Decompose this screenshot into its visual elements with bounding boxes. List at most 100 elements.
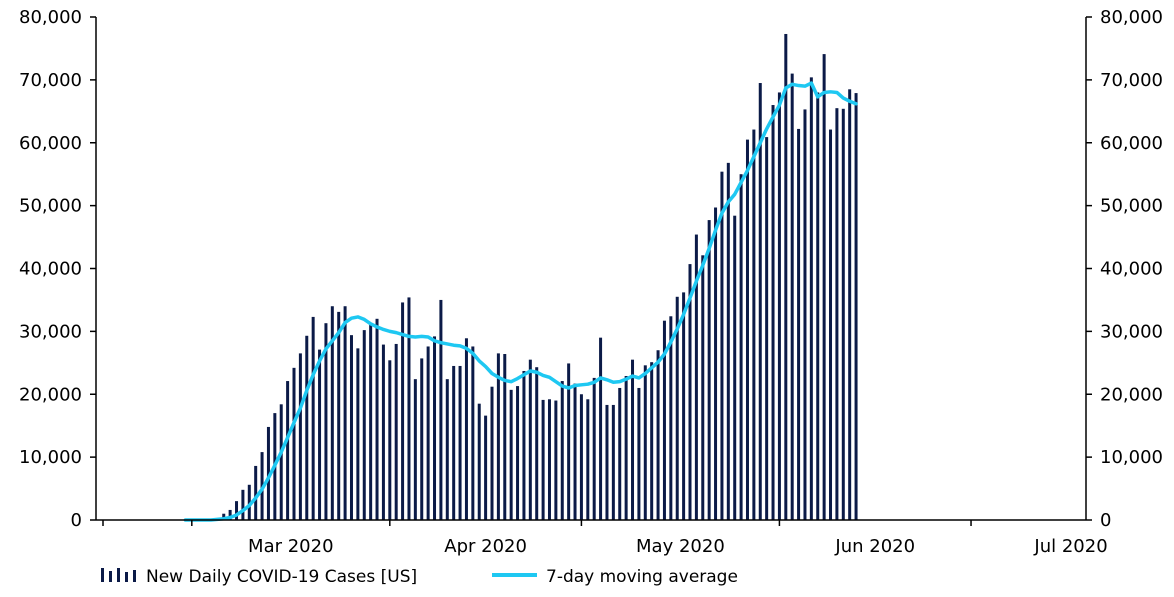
bar [579,394,583,520]
bar [733,215,737,520]
bar [682,292,686,520]
legend: New Daily COVID-19 Cases [US] 7-day movi… [101,567,738,587]
bar [228,509,232,520]
bar [854,93,858,520]
bar [790,73,794,520]
y-tick-label-left: 70,000 [19,70,82,91]
bar [496,353,500,520]
bar [362,330,366,520]
bar [688,264,692,520]
bar [599,337,603,520]
bar [222,513,226,520]
y-tick-label-left: 10,000 [19,447,82,468]
bar [541,399,545,520]
bar [624,376,628,520]
bar [330,306,334,520]
y-tick-label-left: 40,000 [19,259,82,280]
bar [298,353,302,520]
bar [381,344,385,520]
bar [618,387,622,520]
bar [420,358,424,520]
bar [535,367,539,520]
bar [369,323,373,520]
bar [554,400,558,520]
bar [714,207,718,520]
bar [452,365,456,520]
legend-bars-swatch [101,568,136,582]
bar [567,363,571,520]
bar [279,404,283,520]
bar [286,381,290,520]
y-tick-label-right: 30,000 [1100,321,1163,342]
bar [464,338,468,520]
axes: 0 0 10,000 10,000 20,000 20,000 30,000 30,000 40… [19,7,1163,557]
bar [247,484,251,520]
x-tick-label: Mar 2020 [248,536,334,557]
moving-average-series [183,81,858,522]
bar [701,255,705,521]
y-tick-label-left: 0 [71,510,82,531]
y-tick-label-right: 80,000 [1100,7,1163,28]
bar [694,234,698,521]
y-tick-label-right: 10,000 [1100,447,1163,468]
bar [477,403,481,520]
bar [809,77,813,521]
bar [656,350,660,520]
legend-bars-label: New Daily COVID-19 Cases [US] [146,567,417,587]
bar [720,171,724,521]
bar [822,54,826,520]
y-tick-label-right: 70,000 [1100,70,1163,91]
bar [349,335,353,520]
bar [631,359,635,520]
y-tick-label-right: 40,000 [1100,259,1163,280]
bar [426,346,430,520]
bar [528,359,532,520]
y-tick-label-left: 60,000 [19,133,82,154]
bar-series [222,33,858,521]
bar [509,389,513,520]
bar [439,299,443,520]
bar [841,108,845,521]
bar [254,465,258,520]
bar [490,386,494,520]
bar [292,367,296,520]
bar [784,33,788,520]
bar [816,92,820,520]
bar [586,399,590,520]
bar [311,316,315,520]
bar [445,379,449,520]
bar [235,501,239,520]
bar [797,128,801,521]
bar [547,399,551,520]
y-tick-label-left: 80,000 [19,7,82,28]
bar [726,162,730,520]
bar [777,92,781,520]
bar [356,348,360,520]
bar [662,320,666,520]
bar [324,323,328,520]
bar [560,381,564,520]
bar [605,404,609,520]
bar [637,387,641,520]
bar [388,360,392,520]
bar [758,83,762,521]
bar [343,306,347,520]
bar [848,89,852,520]
bar [503,354,507,520]
bar [739,174,743,520]
bar [745,139,749,521]
bar [522,370,526,520]
bar [803,109,807,521]
bar [458,365,462,520]
bar [835,108,839,521]
bar [707,220,711,520]
moving-average-line [183,81,858,522]
bar [337,311,341,520]
bar [765,137,769,520]
bar [484,415,488,520]
bar [611,404,615,520]
bar [407,297,411,520]
bar [643,365,647,520]
bar [433,336,437,520]
